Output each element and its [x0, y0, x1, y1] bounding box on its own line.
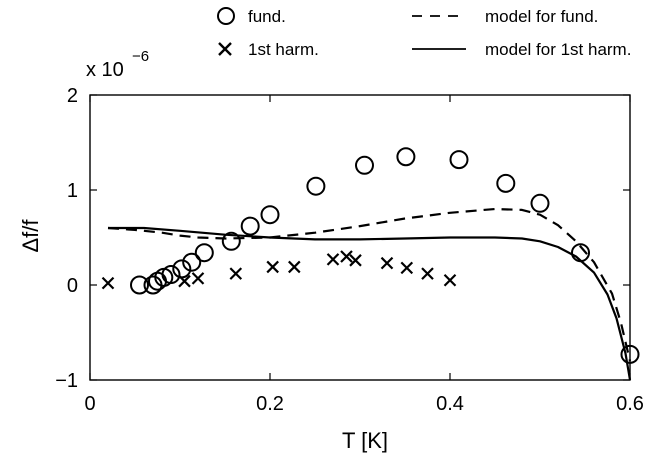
1st-harm-data-point	[349, 254, 362, 267]
x-tick-label: 0	[84, 393, 95, 415]
1st-harm-data-point	[340, 250, 353, 263]
axis-ticks: 0 0.2 0.4 0.6 −1 0 1 2	[55, 85, 644, 415]
legend-circle-marker-icon	[217, 7, 235, 25]
y-axis-label: Δf/f	[18, 219, 43, 253]
legend-label-fund: fund.	[248, 7, 286, 26]
y-tick-label: 2	[67, 85, 78, 107]
fund-data-point	[194, 243, 214, 263]
fund-data-point	[396, 147, 416, 167]
1st-harm-data-point	[101, 276, 115, 290]
1st-harm-data-point	[288, 260, 301, 274]
legend-label-1st-harm: 1st harm.	[248, 40, 319, 59]
legend-item-model-1st-harm: model for 1st harm.	[412, 40, 631, 59]
model-fund-dashed-line	[107, 207, 632, 362]
y-multiplier-base: x 10	[86, 59, 124, 81]
1st-harm-data-point	[400, 261, 414, 275]
1st-harm-data-point	[191, 272, 205, 285]
legend-item-1st-harm: 1st harm.	[218, 40, 319, 59]
fund-data-point	[182, 252, 202, 272]
x-tick-label: 0.2	[256, 393, 284, 415]
y-tick-label: 0	[67, 275, 78, 297]
legend: fund. 1st harm. model for fund. model fo…	[217, 7, 631, 59]
legend-label-model-fund: model for fund.	[485, 7, 598, 26]
fund-data-point	[530, 193, 550, 213]
x-tick-label: 0.6	[616, 393, 644, 415]
fund-data-point	[260, 205, 280, 225]
legend-item-fund: fund.	[217, 7, 286, 26]
model-1st-harm-solid-line	[108, 226, 632, 381]
fund-data-point	[130, 275, 149, 295]
x-tick-label: 0.4	[436, 393, 464, 415]
1st-harm-data-point	[229, 267, 243, 280]
1st-harm-data-point	[178, 274, 191, 288]
y-axis-multiplier: x 10 −6	[86, 48, 149, 81]
fund-data-point	[306, 176, 326, 196]
y-tick-label: 1	[67, 180, 78, 202]
fund-data-point	[355, 155, 374, 175]
legend-item-model-fund: model for fund.	[412, 7, 598, 26]
plot-frame	[89, 94, 631, 381]
x-axis-label: T [K]	[342, 428, 388, 453]
y-multiplier-exponent: −6	[132, 48, 149, 65]
1st-harm-data-point	[421, 267, 434, 280]
fund-data-point	[161, 265, 181, 285]
fund-data-point	[496, 173, 516, 193]
legend-label-model-1st-harm: model for 1st harm.	[485, 40, 631, 59]
fund-data-point	[449, 150, 469, 170]
1st-harm-data-point	[443, 273, 457, 287]
1st-harm-data-point	[380, 256, 394, 270]
fund-data-point	[240, 216, 260, 236]
1st-harm-data-point	[326, 253, 340, 266]
plot-data	[101, 147, 640, 381]
fund-data-point	[571, 243, 590, 263]
1st-harm-data-point	[266, 260, 279, 274]
y-tick-label: −1	[55, 370, 78, 392]
fund-data-point	[221, 231, 241, 251]
legend-x-marker-icon	[218, 42, 232, 56]
